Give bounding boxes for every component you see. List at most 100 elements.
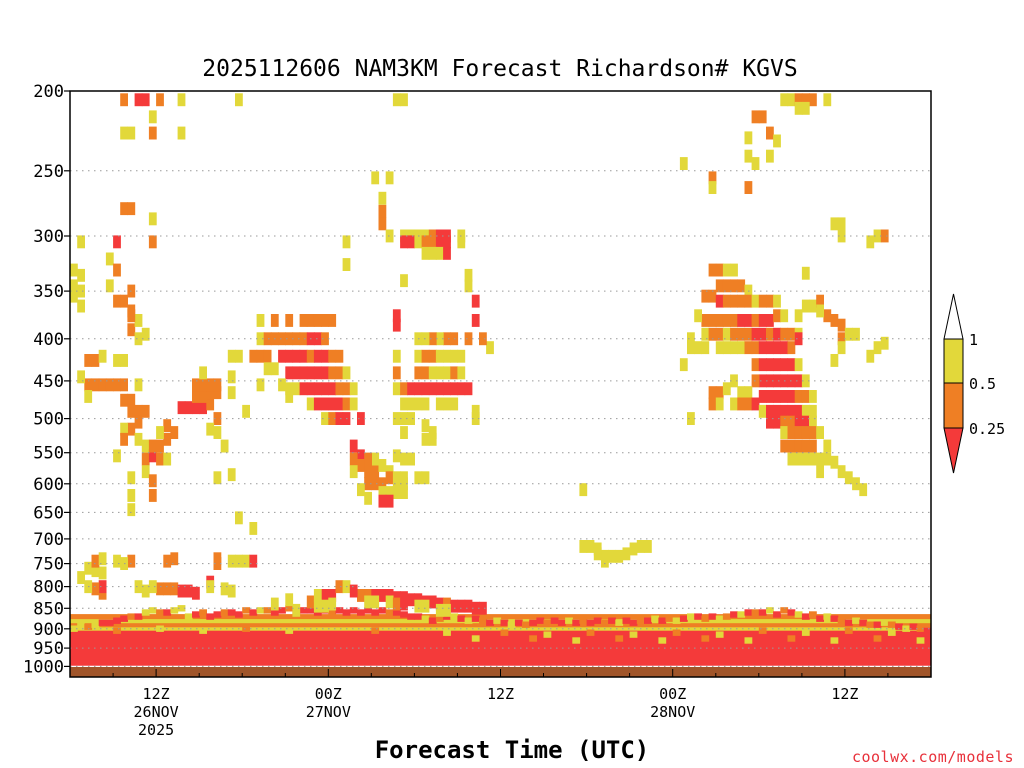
ri-cell <box>708 181 717 194</box>
ri-cell <box>787 452 796 466</box>
ri-cell <box>428 595 437 609</box>
ri-cell <box>328 349 337 363</box>
ri-cell <box>773 404 781 418</box>
ri-cell <box>105 279 114 293</box>
ri-cell <box>278 378 286 392</box>
y-tick-label: 900 <box>33 620 64 640</box>
ri-cell <box>758 110 767 124</box>
ri-cell <box>672 629 681 636</box>
ri-cell <box>737 611 746 618</box>
ri-cell <box>285 627 294 634</box>
plot-area <box>69 90 932 678</box>
ri-band-row <box>70 614 931 620</box>
ri-cell <box>557 619 566 626</box>
ri-cell <box>77 571 85 584</box>
ri-cell <box>443 397 451 411</box>
ri-cell <box>335 607 344 614</box>
ri-cell <box>837 332 846 346</box>
ri-cell <box>722 294 731 308</box>
ri-cell <box>421 235 430 249</box>
ri-cell <box>780 439 789 453</box>
ri-cell <box>615 619 624 626</box>
ri-cell <box>622 617 631 624</box>
ri-cell <box>328 397 337 411</box>
ri-cell <box>256 332 265 346</box>
ri-cell <box>751 358 760 372</box>
ri-cell <box>730 314 738 327</box>
ri-cell <box>471 601 480 615</box>
ri-cell <box>113 263 121 277</box>
ri-cell <box>722 341 731 355</box>
ri-cell <box>321 314 329 327</box>
ri-cell <box>816 294 824 308</box>
ri-cell <box>378 607 387 614</box>
ri-cell <box>443 332 451 346</box>
ri-cell <box>414 235 423 249</box>
ri-cell <box>457 382 466 396</box>
ri-cell <box>780 309 789 323</box>
ri-cell <box>70 263 78 277</box>
ri-cell <box>708 386 717 400</box>
ri-cell <box>428 235 437 249</box>
ri-cell <box>708 171 717 185</box>
ri-cell <box>909 623 918 630</box>
ri-cell <box>801 415 810 429</box>
ri-cell <box>694 341 702 355</box>
ri-cell <box>801 299 810 313</box>
ri-cell <box>392 318 401 332</box>
ri-cell <box>801 629 810 636</box>
ri-cell <box>665 615 674 622</box>
ri-cell <box>321 589 329 602</box>
ri-cell <box>378 486 387 499</box>
ri-cell <box>364 491 372 505</box>
ri-cell <box>801 374 810 388</box>
ri-cell <box>392 609 401 616</box>
ri-cell <box>385 471 394 485</box>
ri-cell <box>213 412 222 425</box>
ri-cell <box>758 374 767 388</box>
ri-cell <box>127 323 136 337</box>
ri-cell <box>794 309 803 323</box>
ri-cell <box>830 354 839 367</box>
ri-cell <box>148 212 157 226</box>
ri-cell <box>278 332 286 346</box>
ri-cell <box>364 477 372 491</box>
ri-cell <box>916 625 925 632</box>
ri-cell <box>148 580 157 594</box>
ri-cell <box>615 549 624 563</box>
ri-cell <box>113 617 121 624</box>
ri-cell <box>751 157 760 170</box>
ri-cell <box>844 471 853 485</box>
ri-cell <box>708 314 717 327</box>
credit-link[interactable]: coolwx.com/models <box>852 748 1014 766</box>
ri-cell <box>113 378 121 392</box>
ri-cell <box>794 439 803 453</box>
ri-cell <box>328 314 337 327</box>
ri-cell <box>443 366 451 380</box>
ri-cell <box>407 452 415 466</box>
ri-cell <box>256 607 265 614</box>
ri-cell <box>378 191 387 205</box>
ri-cell <box>773 374 781 388</box>
ri-cell <box>464 268 473 282</box>
ri-cell <box>349 607 358 614</box>
ri-cell <box>177 93 186 107</box>
ri-cell <box>306 607 315 614</box>
ri-cell <box>801 93 810 107</box>
ri-cell <box>859 483 868 497</box>
ri-cell <box>91 554 100 568</box>
ri-cell <box>866 349 875 363</box>
ri-cell <box>141 609 150 616</box>
ri-cell <box>794 452 803 466</box>
ri-cell <box>895 623 903 630</box>
ri-cell <box>428 349 437 363</box>
ri-cell <box>457 235 466 249</box>
ri-cell <box>141 439 150 453</box>
ri-cell <box>744 149 753 163</box>
ri-cell <box>335 349 344 363</box>
ri-cell <box>371 595 380 609</box>
ri-cell <box>249 609 258 616</box>
ri-cell <box>744 181 753 194</box>
color-legend: 1 0.5 0.25 <box>943 293 1005 474</box>
ri-cell <box>313 397 322 411</box>
